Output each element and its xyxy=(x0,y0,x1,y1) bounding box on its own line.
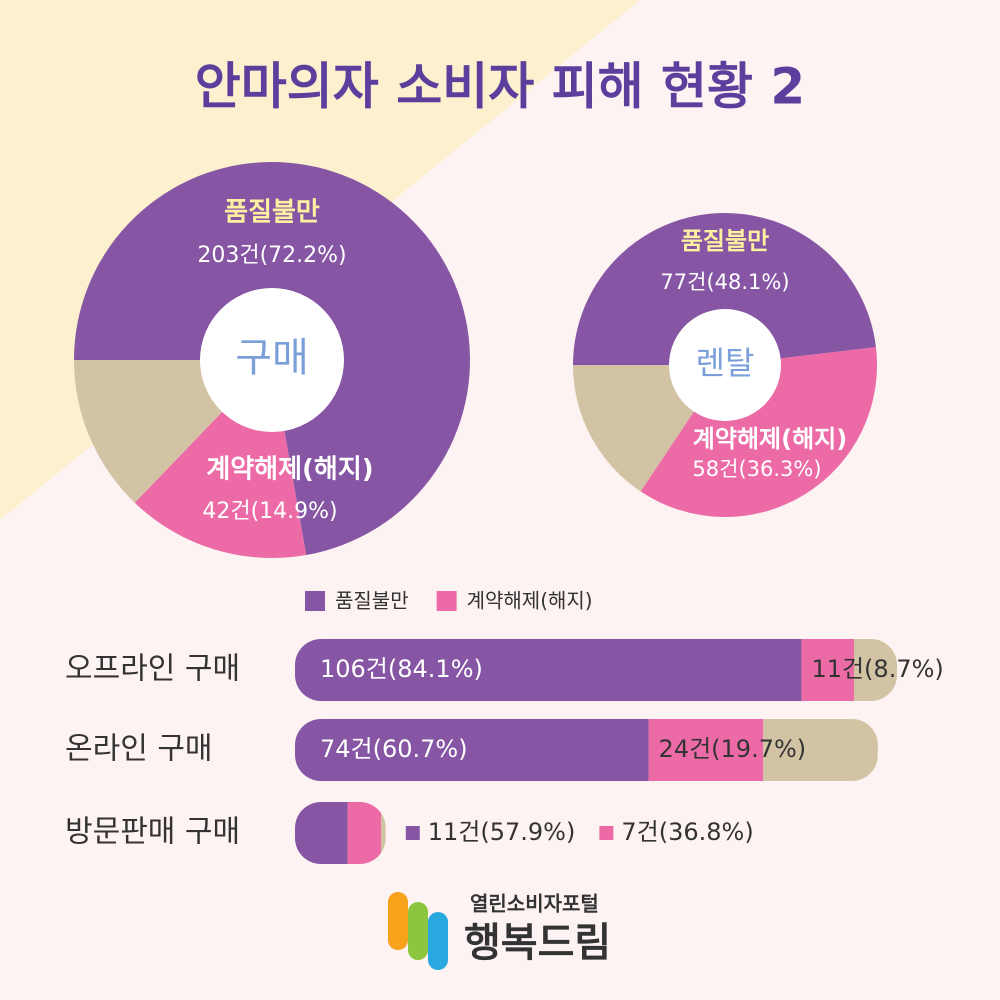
pie-center-label: 구매 xyxy=(235,335,309,381)
slice-value-label: 203건(72.2%) xyxy=(197,243,346,268)
category-label: 방문판매 구매 xyxy=(65,815,240,850)
pie-hole xyxy=(669,309,781,421)
logo-subtitle: 열린소비자포털 xyxy=(470,892,599,916)
pie-hole xyxy=(200,288,344,432)
logo: 열린소비자포털 행복드림 xyxy=(388,892,611,970)
value-label-swatch xyxy=(599,826,614,840)
category-label: 오프라인 구매 xyxy=(65,652,240,687)
title: 안마의자 소비자 피해 현황 2 xyxy=(195,58,805,116)
slice-name: 계약해제(해지) xyxy=(693,425,847,453)
value-label: 74건(60.7%) xyxy=(320,735,468,763)
slice-name: 품질불만 xyxy=(224,198,320,228)
bar-segment xyxy=(295,802,348,864)
legend-swatch xyxy=(305,591,325,611)
legend-swatch xyxy=(436,591,457,611)
logo-icon xyxy=(408,902,428,960)
slice-value-label: 42건(14.9%) xyxy=(202,499,337,524)
value-label: 106건(84.1%) xyxy=(320,655,483,683)
pie-center-label: 렌탈 xyxy=(696,344,755,382)
legend-label: 계약해제(해지) xyxy=(467,589,593,613)
slice-value-label: 77건(48.1%) xyxy=(660,270,789,294)
value-label: 7건(36.8%) xyxy=(621,818,753,846)
bar-segment xyxy=(295,639,802,701)
slice-name: 계약해제(해지) xyxy=(206,455,373,485)
logo-icon xyxy=(428,912,448,970)
slice-value-label: 58건(36.3%) xyxy=(692,457,821,481)
value-label: 11건(8.7%) xyxy=(811,655,943,683)
category-label: 온라인 구매 xyxy=(65,732,213,767)
bar-row xyxy=(295,639,897,701)
bar-row xyxy=(295,802,386,864)
logo-name: 행복드림 xyxy=(464,920,611,966)
legend-label: 품질불만 xyxy=(335,589,409,613)
value-label: 24건(19.7%) xyxy=(659,735,807,763)
bar-segment xyxy=(763,719,878,781)
bar-segment xyxy=(347,802,381,864)
bar-segment xyxy=(381,802,386,864)
bar-segment xyxy=(854,639,897,701)
bar-row xyxy=(295,719,878,781)
bar-segment xyxy=(648,719,764,781)
slice-name: 품질불만 xyxy=(681,227,769,255)
pie-slice xyxy=(640,347,877,518)
pie-slice xyxy=(573,212,876,365)
value-label: 11건(57.9%) xyxy=(428,818,576,846)
bar-segment xyxy=(295,719,649,781)
logo-icon xyxy=(388,892,408,950)
value-label-swatch xyxy=(405,826,420,840)
bar-segment xyxy=(801,639,854,701)
